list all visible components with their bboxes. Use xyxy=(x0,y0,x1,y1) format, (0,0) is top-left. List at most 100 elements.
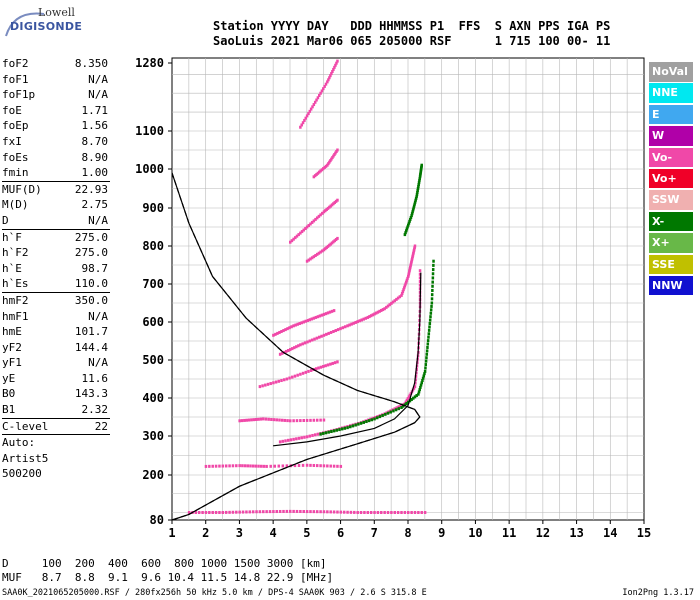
echo-point xyxy=(412,250,415,254)
echo-point xyxy=(336,198,339,202)
echo-point xyxy=(400,406,403,409)
echo-point xyxy=(415,194,418,198)
echo-point xyxy=(339,464,343,468)
echo-point xyxy=(310,256,314,260)
echo-point xyxy=(414,198,417,202)
echo-point xyxy=(334,199,338,203)
echo-point xyxy=(331,70,334,73)
echo-point xyxy=(211,464,214,468)
echo-point xyxy=(309,418,312,422)
echo-point xyxy=(366,511,370,514)
param-row: MUF(D) 22.93 xyxy=(2,182,110,198)
legend-item: Vo+ xyxy=(649,168,693,189)
x-tick-label: 3 xyxy=(236,526,243,540)
echo-point xyxy=(281,464,285,468)
echo-point xyxy=(313,433,317,437)
echo-point xyxy=(381,413,384,417)
lowell-digisonde-logo: Lowell DIGISONDE xyxy=(4,6,82,40)
param-key: C-level xyxy=(2,419,49,433)
echo-point xyxy=(283,418,287,422)
echo-point xyxy=(408,268,411,272)
echo-point xyxy=(330,241,334,245)
echo-point xyxy=(336,510,339,514)
echo-point xyxy=(312,175,316,179)
echo-point xyxy=(323,165,326,169)
param-value: 144.4 xyxy=(74,340,108,354)
echo-point xyxy=(413,395,417,399)
echo-point xyxy=(388,303,391,307)
echo-point xyxy=(329,464,332,468)
echo-point xyxy=(356,511,359,514)
echo-point xyxy=(408,219,411,223)
echo-point xyxy=(289,348,292,352)
echo-point xyxy=(317,170,321,174)
echo-point xyxy=(231,464,235,468)
echo-point xyxy=(359,511,363,514)
echo-point xyxy=(336,148,339,152)
echo-point xyxy=(313,337,316,341)
echo-point xyxy=(326,244,330,248)
echo-point xyxy=(293,464,297,468)
echo-point xyxy=(417,392,420,396)
echo-point xyxy=(319,250,322,254)
echo-point xyxy=(418,276,422,280)
echo-point xyxy=(407,274,410,278)
echo-point xyxy=(333,239,337,243)
echo-point xyxy=(400,292,404,295)
echo-point xyxy=(298,322,301,326)
logo-swoosh-icon xyxy=(5,12,45,37)
echo-point xyxy=(310,220,314,224)
echo-point xyxy=(378,415,382,419)
echo-point xyxy=(413,246,416,250)
echo-point xyxy=(317,214,321,218)
echo-point xyxy=(333,153,336,157)
echo-point xyxy=(301,342,304,346)
echo-point xyxy=(265,510,268,514)
echo-point xyxy=(328,205,331,209)
echo-point xyxy=(425,349,429,353)
echo-point xyxy=(415,192,419,196)
echo-point xyxy=(390,301,393,305)
echo-point xyxy=(243,464,247,468)
echo-point xyxy=(415,394,418,398)
echo-point xyxy=(305,114,309,118)
param-key: yF1 xyxy=(2,356,22,370)
echo-point xyxy=(336,328,340,332)
echo-point xyxy=(305,225,309,229)
echo-point xyxy=(301,121,305,125)
echo-point xyxy=(286,349,290,352)
echo-point xyxy=(408,267,412,271)
echo-point xyxy=(309,463,312,467)
param-row: h`E 98.7 xyxy=(2,261,110,277)
echo-point xyxy=(411,208,415,212)
param-value: 8.70 xyxy=(81,134,109,148)
echo-point xyxy=(292,237,295,241)
echo-point xyxy=(319,510,322,514)
echo-point xyxy=(293,374,297,378)
echo-point xyxy=(401,290,405,294)
echo-point xyxy=(312,510,316,514)
param-key: h`Es xyxy=(2,277,29,291)
echo-point xyxy=(327,162,330,166)
echo-point xyxy=(319,91,322,95)
echo-point xyxy=(332,240,335,244)
echo-point xyxy=(306,318,310,322)
param-row: foEs 8.90 xyxy=(2,150,110,166)
echo-point xyxy=(365,420,368,424)
echo-point xyxy=(413,244,417,248)
echo-point xyxy=(409,265,412,269)
x-tick-label: 10 xyxy=(468,526,482,540)
param-row: h`Es 110.0 xyxy=(2,276,110,293)
param-key: foE xyxy=(2,103,22,117)
echo-point xyxy=(428,325,431,329)
echo-point xyxy=(309,257,312,261)
echo-point xyxy=(272,418,276,422)
echo-point xyxy=(430,293,434,297)
echo-point xyxy=(414,196,418,200)
y-tick-label: 900 xyxy=(142,201,164,215)
echo-point xyxy=(324,82,328,86)
echo-point xyxy=(312,463,316,467)
echo-point xyxy=(315,98,318,102)
echo-point xyxy=(412,252,415,256)
